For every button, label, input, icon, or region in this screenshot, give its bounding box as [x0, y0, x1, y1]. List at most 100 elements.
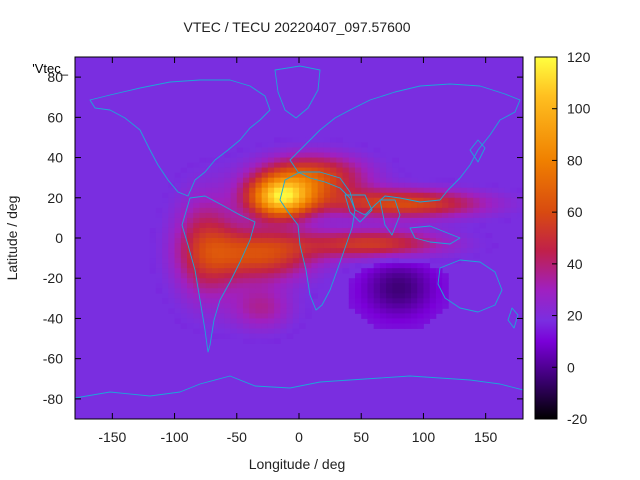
heatmap-cell: [236, 278, 244, 284]
heatmap-cell: [336, 137, 343, 143]
heatmap-cell: [323, 268, 331, 274]
heatmap-cell: [193, 248, 200, 254]
heatmap-cell: [361, 177, 368, 184]
heatmap-cell: [199, 162, 207, 169]
heatmap-cell: [211, 308, 219, 314]
heatmap-cell: [398, 278, 406, 284]
heatmap-cell: [448, 227, 455, 234]
heatmap-cell: [373, 258, 381, 264]
heatmap-cell: [348, 152, 356, 158]
heatmap-cell: [274, 212, 281, 219]
heatmap-cell: [187, 217, 194, 224]
heatmap-cell: [448, 253, 455, 259]
heatmap-cell: [392, 182, 399, 189]
heatmap-cell: [448, 248, 455, 254]
heatmap-cell: [299, 152, 306, 158]
heatmap-cell: [348, 182, 356, 189]
heatmap-cell: [218, 253, 225, 259]
heatmap-cell: [211, 243, 219, 249]
heatmap-cell: [311, 273, 319, 279]
heatmap-cell: [199, 283, 207, 289]
heatmap-cell: [249, 157, 256, 163]
heatmap-cell: [261, 197, 269, 204]
heatmap-cell: [411, 217, 418, 224]
heatmap-cell: [230, 167, 238, 174]
heatmap-cell: [355, 202, 362, 209]
heatmap-cell: [448, 217, 455, 224]
heatmap-cell: [367, 232, 375, 239]
heatmap-cell: [330, 172, 337, 179]
coastline-antarctica: [75, 375, 523, 399]
heatmap-cell: [267, 157, 275, 163]
heatmap-cell: [392, 293, 399, 299]
heatmap-cell: [230, 162, 238, 169]
heatmap-cell: [280, 192, 287, 199]
heatmap-cell: [311, 147, 319, 153]
heatmap-cell: [423, 212, 431, 219]
heatmap-cell: [211, 248, 219, 254]
heatmap-cell: [411, 253, 418, 259]
heatmap-cell: [211, 303, 219, 309]
heatmap-cell: [180, 318, 188, 324]
heatmap-cell: [411, 268, 418, 274]
heatmap-cell: [460, 202, 468, 209]
heatmap-cell: [267, 147, 275, 153]
heatmap-cell: [230, 192, 238, 199]
heatmap-cell: [460, 192, 468, 199]
heatmap-cell: [174, 192, 182, 199]
heatmap-cell: [417, 227, 424, 234]
heatmap-cell: [249, 288, 256, 294]
heatmap-cell: [448, 202, 455, 209]
heatmap-cell: [392, 278, 399, 284]
heatmap-cell: [174, 197, 182, 204]
heatmap-cell: [243, 147, 250, 153]
heatmap-cell: [299, 273, 306, 279]
heatmap-cell: [373, 243, 381, 249]
heatmap-cell: [187, 293, 194, 299]
heatmap-cell: [230, 333, 238, 339]
heatmap-cell: [479, 187, 487, 194]
heatmap-cell: [174, 248, 182, 254]
heatmap-cell: [336, 253, 343, 259]
heatmap-cell: [398, 243, 406, 249]
heatmap-cell: [467, 212, 474, 219]
heatmap-cell: [280, 333, 287, 339]
heatmap-cell: [398, 172, 406, 179]
heatmap-cell: [205, 187, 213, 194]
heatmap-cell: [442, 217, 449, 224]
heatmap-cell: [348, 248, 356, 254]
heatmap-cell: [311, 172, 319, 179]
heatmap-cell: [373, 172, 381, 179]
heatmap-cell: [243, 263, 250, 269]
heatmap-cell: [187, 318, 194, 324]
heatmap-cell: [286, 273, 294, 279]
heatmap-cell: [498, 197, 505, 204]
heatmap-cell: [386, 238, 393, 244]
heatmap-cell: [261, 333, 269, 339]
heatmap-cell: [398, 313, 406, 319]
heatmap-cell: [280, 263, 287, 269]
heatmap-cell: [367, 278, 375, 284]
heatmap-cell: [392, 298, 399, 304]
heatmap-cell: [305, 157, 312, 163]
heatmap-cell: [398, 222, 406, 229]
heatmap-cell: [274, 142, 281, 148]
heatmap-cell: [342, 212, 350, 219]
heatmap-cell: [274, 157, 281, 163]
heatmap-cell: [180, 212, 188, 219]
heatmap-cell: [485, 182, 493, 189]
heatmap-cell: [261, 202, 269, 209]
heatmap-cell: [274, 202, 281, 209]
heatmap-cell: [249, 152, 256, 158]
heatmap-cell: [292, 258, 300, 264]
heatmap-cell: [411, 263, 418, 269]
heatmap-cell: [299, 222, 306, 229]
heatmap-cell: [162, 268, 169, 274]
heatmap-cell: [218, 258, 225, 264]
heatmap-cell: [423, 222, 431, 229]
heatmap-cell: [305, 313, 312, 319]
heatmap-cell: [361, 207, 368, 214]
heatmap-cell: [336, 187, 343, 194]
heatmap-cell: [261, 303, 269, 309]
heatmap-cell: [342, 172, 350, 179]
